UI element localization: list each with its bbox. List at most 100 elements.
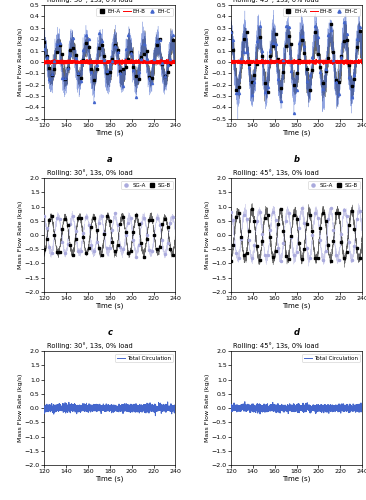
- EH-C: [273, 41, 278, 47]
- EH-C: [342, 18, 346, 24]
- EH-A: [73, 52, 78, 58]
- EH-A: [131, 64, 136, 70]
- SG-A: [281, 240, 285, 246]
- SG-B: [352, 226, 357, 232]
- SG-A: [168, 220, 172, 226]
- SG-B: [305, 221, 309, 227]
- SG-A: [255, 218, 259, 224]
- SG-B: [108, 218, 112, 224]
- EH-C: [334, 79, 338, 85]
- EH-C: [115, 50, 120, 56]
- SG-B: [336, 210, 341, 216]
- EH-C: [121, 82, 125, 88]
- EH-A: [113, 42, 117, 48]
- SG-A: [81, 230, 86, 235]
- EH-A: [50, 72, 54, 78]
- EH-B: [228, 58, 233, 64]
- X-axis label: Time (s): Time (s): [96, 302, 124, 309]
- EH-C: [355, 36, 359, 42]
- SG-B: [102, 232, 107, 237]
- SG-A: [89, 242, 93, 248]
- SG-B: [168, 246, 172, 252]
- SG-A: [55, 214, 59, 220]
- EH-C: [97, 30, 101, 36]
- SG-B: [79, 216, 83, 222]
- EH-A: [102, 53, 107, 59]
- EH-C: [315, 34, 320, 40]
- SG-B: [315, 255, 320, 261]
- EH-A: [231, 47, 236, 53]
- SG-A: [355, 216, 359, 222]
- SG-A: [102, 230, 107, 236]
- EH-A: [287, 33, 291, 39]
- EH-A: [152, 60, 157, 66]
- EH-C: [47, 76, 51, 82]
- SG-B: [105, 213, 109, 219]
- SG-A: [313, 210, 317, 216]
- EH-A: [281, 68, 285, 74]
- EH-C: [100, 38, 104, 44]
- EH-C: [139, 56, 143, 62]
- SG-A: [329, 206, 333, 212]
- SG-A: [68, 221, 72, 227]
- EH-A: [160, 62, 165, 68]
- Total Circulation: [285, 408, 289, 414]
- EH-C: [281, 56, 285, 62]
- SG-B: [271, 254, 275, 260]
- SG-A: [321, 256, 325, 262]
- SG-A: [150, 248, 154, 254]
- EH-A: [292, 82, 296, 88]
- EH-A: [347, 62, 351, 68]
- EH-C: [265, 84, 270, 89]
- EH-A: [239, 59, 243, 65]
- SG-A: [123, 232, 128, 238]
- EH-A: [313, 30, 317, 36]
- Text: Rolling: 30°, 13s, 0% load: Rolling: 30°, 13s, 0% load: [46, 342, 132, 349]
- EH-C: [68, 52, 72, 59]
- EH-A: [97, 46, 101, 52]
- EH-A: [134, 73, 138, 79]
- SG-B: [323, 218, 328, 224]
- EH-C: [163, 73, 167, 79]
- EH-A: [139, 54, 143, 60]
- EH-A: [307, 88, 312, 94]
- EH-C: [113, 44, 117, 50]
- EH-C: [118, 70, 123, 76]
- EH-A: [263, 80, 267, 86]
- Total Circulation: [279, 407, 284, 413]
- EH-A: [331, 49, 336, 55]
- EH-A: [121, 66, 125, 72]
- EH-B: [92, 58, 97, 64]
- SG-B: [250, 206, 254, 212]
- SG-A: [292, 252, 296, 258]
- SG-A: [279, 258, 283, 264]
- EH-A: [165, 70, 170, 75]
- SG-A: [239, 236, 243, 242]
- SG-B: [281, 228, 285, 234]
- Legend: SG-A, SG-B: SG-A, SG-B: [307, 181, 359, 189]
- EH-A: [258, 34, 262, 40]
- EH-A: [84, 40, 88, 46]
- EH-C: [63, 75, 67, 81]
- EH-C: [323, 66, 328, 71]
- SG-A: [108, 244, 112, 250]
- EH-A: [321, 80, 325, 86]
- Total Circulation: [244, 404, 248, 410]
- SG-A: [73, 228, 78, 234]
- SG-A: [118, 244, 123, 250]
- X-axis label: Time (s): Time (s): [96, 130, 124, 136]
- EH-C: [329, 27, 333, 33]
- SG-B: [297, 240, 302, 246]
- SG-B: [263, 215, 267, 221]
- EH-C: [250, 92, 254, 98]
- SG-A: [236, 255, 241, 261]
- SG-A: [145, 232, 149, 238]
- Total Circulation: [258, 411, 262, 417]
- EH-C: [89, 69, 93, 75]
- EH-A: [247, 61, 251, 67]
- SG-B: [139, 240, 143, 246]
- Total Circulation: [92, 406, 97, 411]
- SG-B: [68, 242, 72, 248]
- EH-A: [168, 61, 172, 67]
- SG-A: [310, 232, 314, 237]
